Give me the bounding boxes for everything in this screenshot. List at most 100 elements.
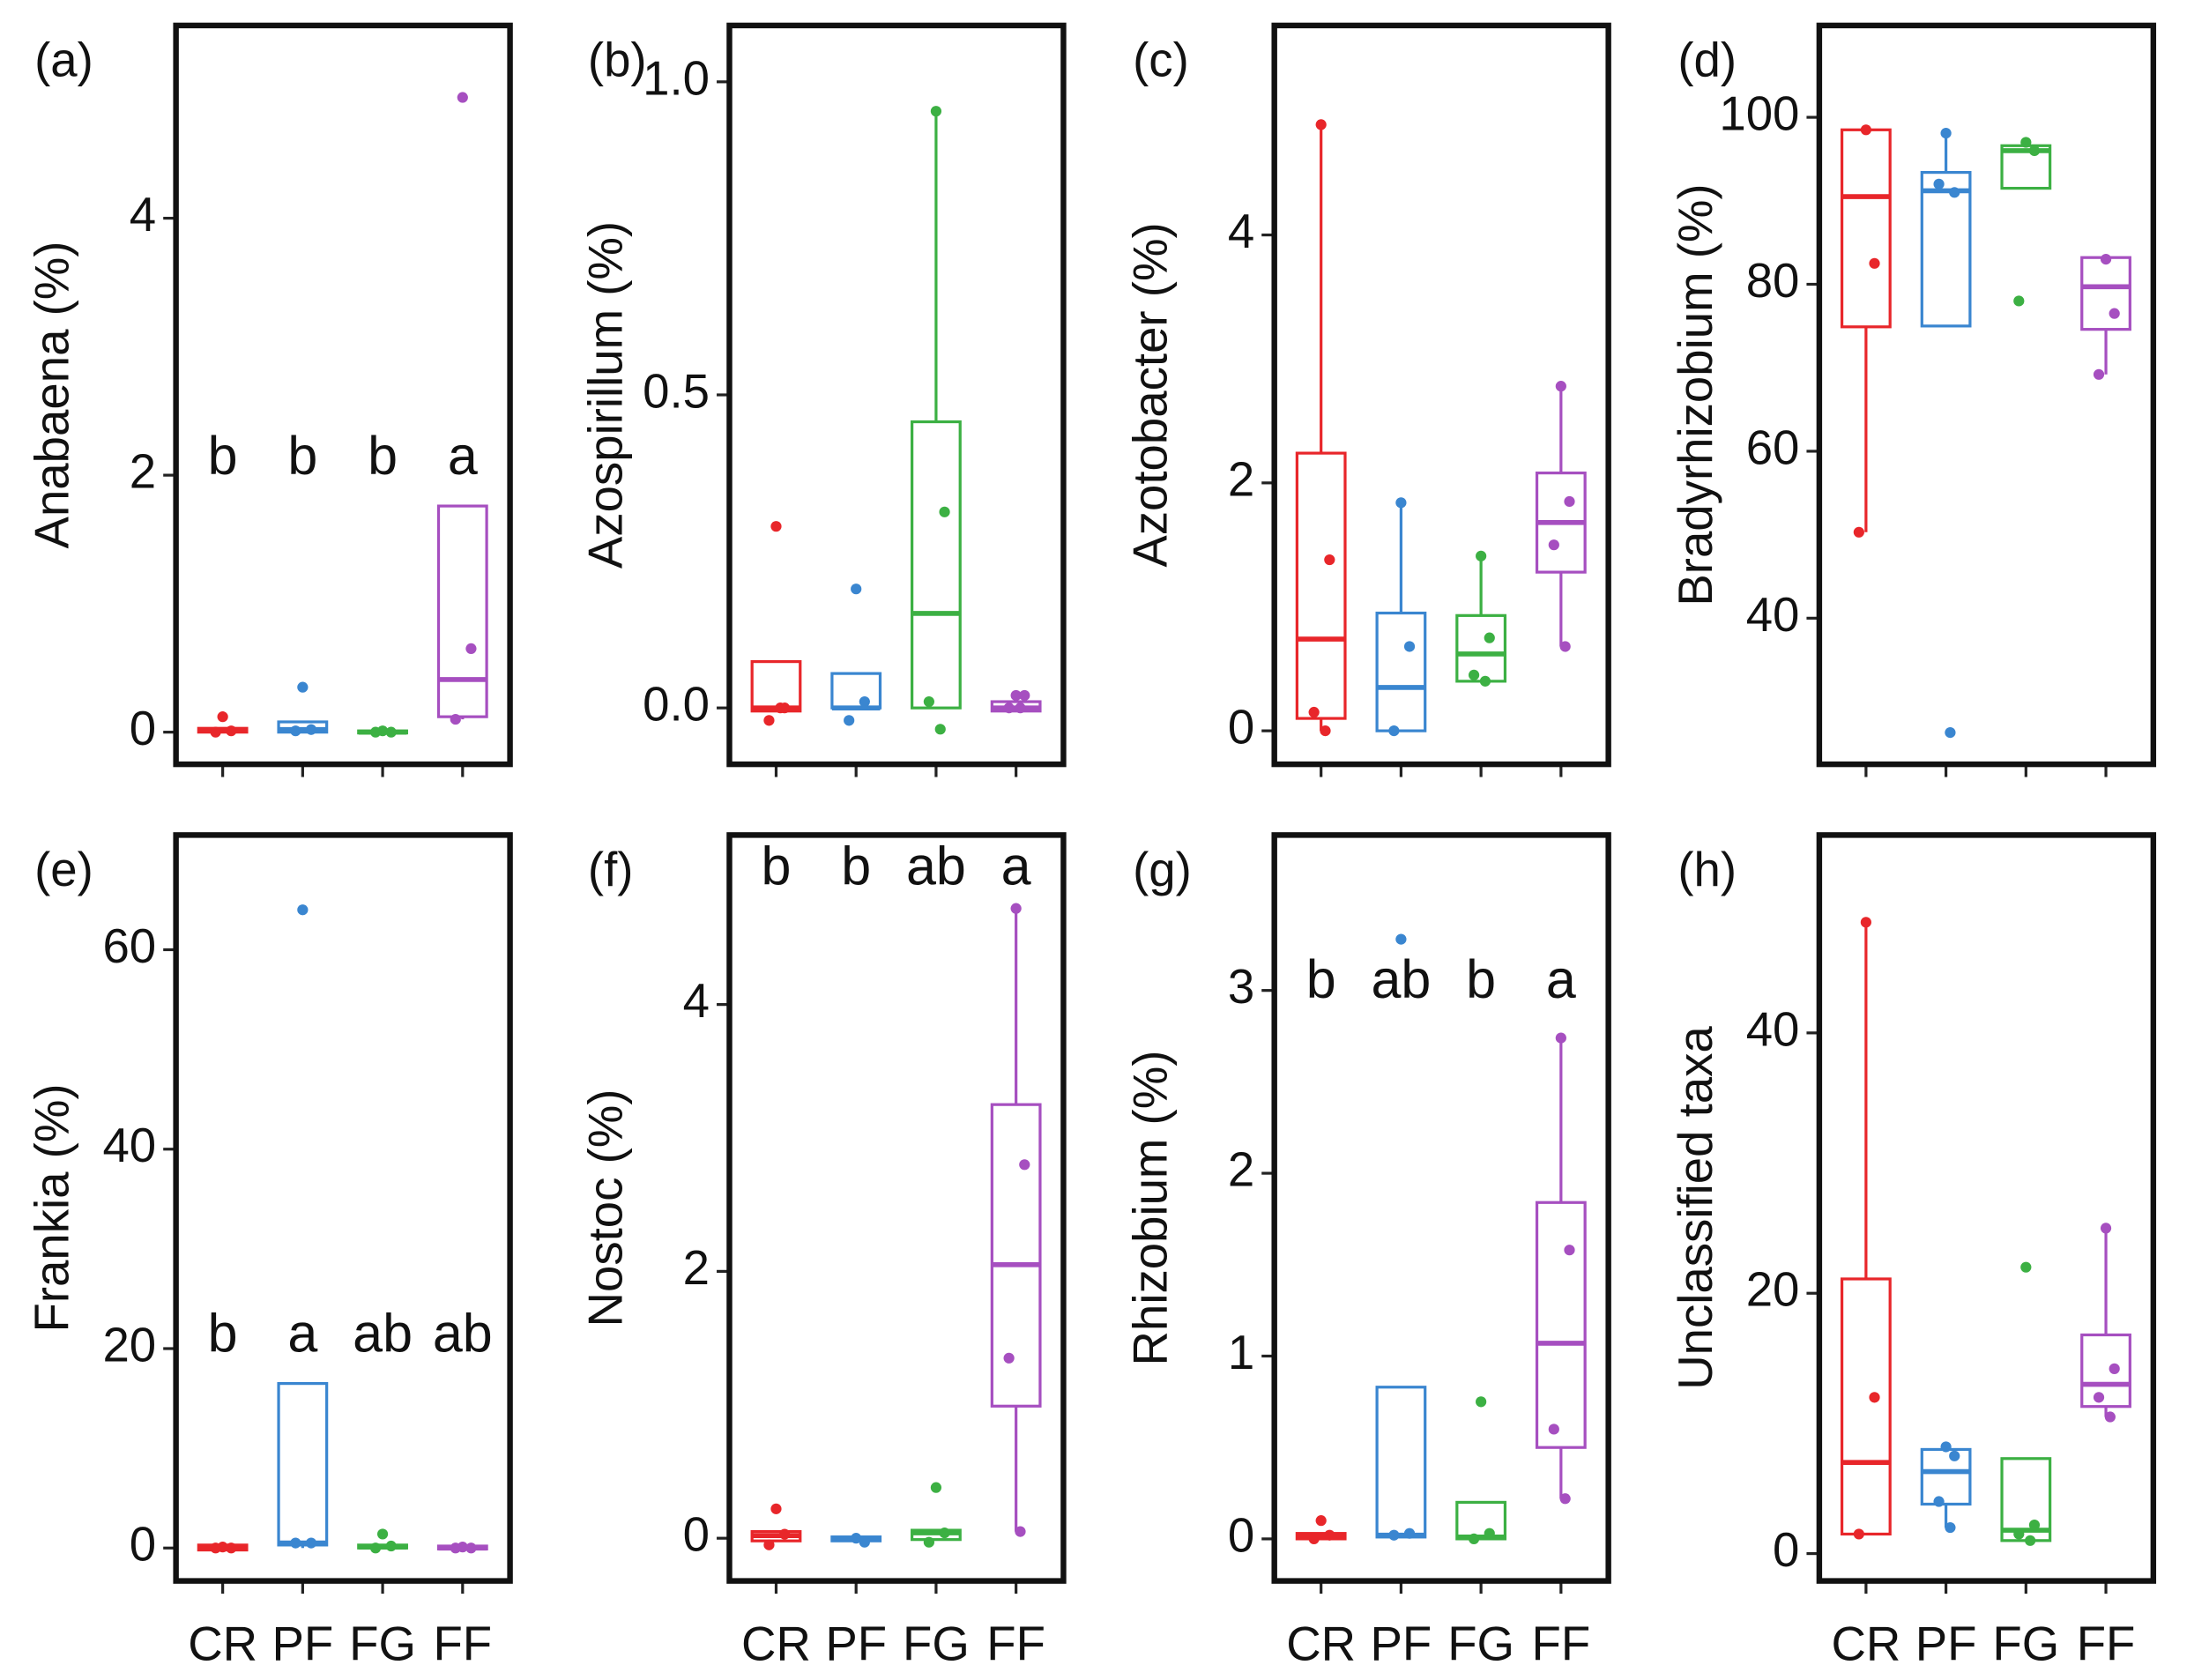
frame — [1271, 832, 1611, 1584]
point — [1548, 1424, 1559, 1435]
significance-letter: ab — [433, 1304, 493, 1364]
point — [450, 1542, 461, 1554]
point — [1315, 1515, 1327, 1527]
point — [1559, 641, 1571, 652]
point — [1395, 497, 1407, 509]
point — [297, 681, 309, 693]
x-tick-label: FF — [433, 1617, 492, 1670]
point — [210, 1542, 221, 1554]
point — [1869, 1392, 1880, 1403]
y-axis-label: Azospirillum (%) — [578, 221, 632, 569]
point — [1468, 1533, 1480, 1544]
point — [1933, 178, 1945, 190]
box — [1535, 1201, 1587, 1449]
point — [1564, 1245, 1575, 1256]
significance-letter: b — [1306, 949, 1336, 1009]
point — [2093, 368, 2105, 380]
x-tick-label: CR — [741, 1617, 811, 1670]
point — [305, 724, 317, 735]
frame — [1816, 832, 2157, 1584]
point — [450, 713, 461, 725]
point — [851, 1533, 862, 1544]
point — [763, 715, 775, 726]
panel: (b) Azospirillum (%) 0.0 0.5 1.0 — [578, 22, 1067, 777]
panel: (e) Frankia (%) 0 20 40 60 CR b PF a FG ab FF ab — [26, 832, 513, 1670]
point — [1860, 917, 1871, 928]
point — [1308, 1533, 1320, 1544]
point — [1320, 725, 1331, 737]
significance-letter: b — [762, 836, 792, 896]
box — [1840, 1277, 1892, 1536]
point — [1860, 124, 1871, 136]
point — [2109, 308, 2120, 319]
significance-letter: b — [841, 836, 871, 896]
significance-letter: ab — [1371, 949, 1431, 1009]
point — [1015, 1526, 1026, 1537]
point — [1559, 1493, 1571, 1505]
point — [2020, 137, 2032, 148]
point — [1308, 706, 1320, 718]
x-tick-label: PF — [1915, 1617, 1977, 1670]
point — [930, 1482, 942, 1493]
point — [775, 702, 786, 714]
y-tick-label: 0 — [1228, 1508, 1254, 1562]
significance-letter: a — [1001, 836, 1031, 896]
point — [1945, 1521, 1956, 1534]
x-tick-label: FF — [2077, 1617, 2136, 1670]
point — [923, 695, 934, 708]
y-tick-label: 40 — [1746, 1002, 1800, 1056]
point — [1945, 727, 1956, 739]
y-tick-label: 20 — [102, 1318, 156, 1372]
point — [210, 726, 221, 738]
y-tick-label: 20 — [1746, 1263, 1800, 1317]
y-tick-label: 2 — [1228, 1143, 1254, 1197]
box — [750, 659, 802, 713]
point — [226, 1542, 237, 1554]
significance-letter: b — [287, 426, 317, 486]
point — [1388, 1529, 1400, 1541]
box — [1455, 1500, 1507, 1541]
point — [385, 726, 397, 738]
point — [1484, 632, 1495, 643]
panel-label: (f) — [588, 843, 634, 896]
x-tick-label: FG — [349, 1617, 416, 1670]
x-tick-label: PF — [271, 1617, 333, 1670]
point — [369, 1542, 382, 1554]
point — [290, 1537, 301, 1549]
y-tick-label: 0 — [683, 1508, 710, 1562]
point — [770, 521, 782, 532]
point — [1388, 725, 1400, 737]
point — [1015, 702, 1026, 714]
significance-letter: b — [208, 426, 238, 486]
point — [1933, 1496, 1945, 1507]
point — [457, 92, 468, 103]
point — [930, 106, 942, 117]
panel-label: (h) — [1677, 843, 1737, 896]
point — [1940, 127, 1952, 139]
point — [1484, 1528, 1495, 1539]
point — [851, 584, 862, 595]
point — [939, 1528, 950, 1539]
point — [1315, 119, 1327, 130]
point — [226, 725, 237, 737]
frame — [173, 832, 513, 1584]
point — [1324, 554, 1335, 566]
box — [2080, 1333, 2131, 1409]
point — [2093, 1392, 2105, 1403]
y-tick-label: 0 — [1773, 1523, 1799, 1577]
point — [1564, 495, 1575, 508]
point — [1949, 1450, 1960, 1461]
point — [1479, 675, 1491, 687]
x-tick-label: FG — [1447, 1617, 1514, 1670]
box — [277, 720, 329, 734]
point — [305, 1537, 317, 1549]
frame — [173, 22, 513, 768]
point — [2100, 1223, 2112, 1234]
y-axis-label: Nostoc (%) — [578, 1089, 632, 1327]
point — [1003, 1352, 1015, 1364]
panel-label: (g) — [1133, 843, 1192, 896]
panel-label: (d) — [1677, 33, 1737, 87]
x-tick-label: FG — [903, 1617, 970, 1670]
significance-letter: b — [1466, 949, 1496, 1009]
